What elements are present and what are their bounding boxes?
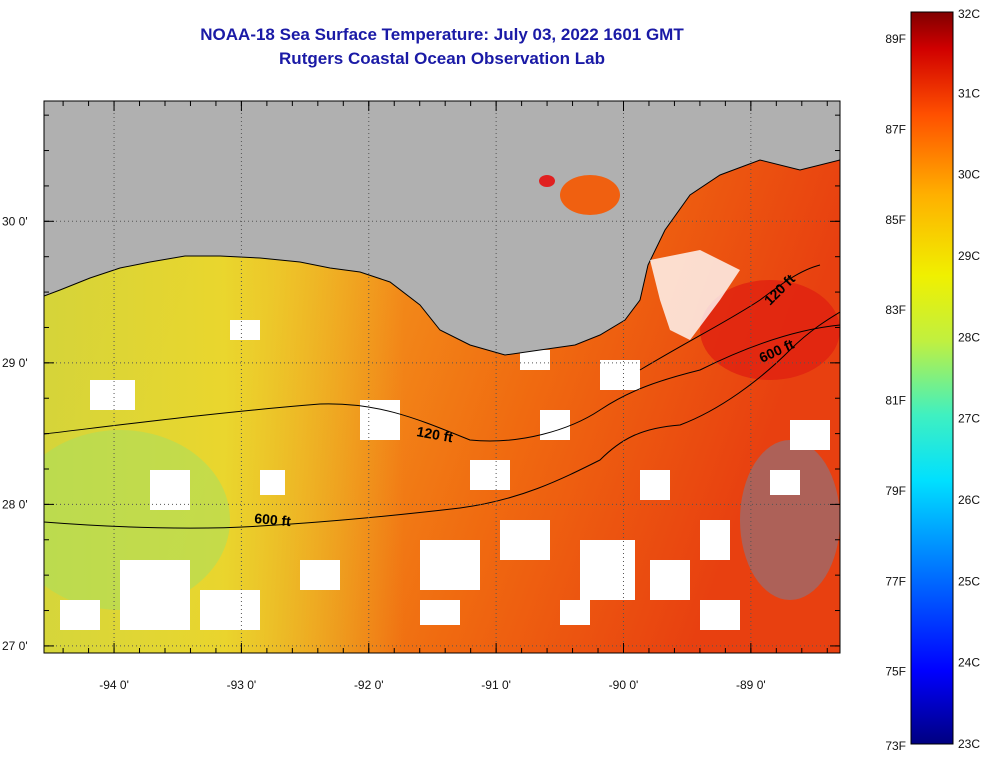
lon-tick-label: -94 0': [99, 678, 129, 692]
contour-label: 120 ft: [415, 423, 454, 445]
colorbar-celsius-label: 29C: [958, 249, 980, 263]
axis-labels: -94 0' -93 0' -92 0' -91 0' -90 0' -89 0' 30 0…: [2, 214, 766, 692]
colorbar-celsius-label: 26C: [958, 493, 980, 507]
sst-cool-patch-east: [740, 440, 840, 600]
lat-tick-label: 29 0': [2, 356, 28, 370]
lake-warm: [560, 175, 620, 215]
colorbar-celsius-label: 30C: [958, 168, 980, 182]
contour-line-120ft-south: [44, 324, 840, 442]
map-title: NOAA-18 Sea Surface Temperature: July 03…: [200, 25, 684, 44]
map-gridlines: [44, 101, 840, 653]
colorbar-fahrenheit-label: 85F: [885, 213, 906, 227]
colorbar-celsius-label: 32C: [958, 7, 980, 21]
lat-tick-label: 28 0': [2, 497, 28, 511]
colorbar-celsius-label: 31C: [958, 86, 980, 100]
colorbar: [910, 11, 954, 745]
map-subtitle: Rutgers Coastal Ocean Observation Lab: [279, 49, 605, 68]
lat-tick-label: 30 0': [2, 214, 28, 228]
lake-warm-small: [539, 175, 555, 187]
lon-tick-label: -93 0': [227, 678, 257, 692]
contour-label: 600 ft: [254, 510, 292, 529]
colorbar-fahrenheit-label: 75F: [885, 665, 906, 679]
colorbar-celsius-label: 27C: [958, 412, 980, 426]
lon-tick-label: -91 0': [481, 678, 511, 692]
axis-ticks: [44, 101, 840, 653]
delta-cloud: [650, 250, 740, 340]
sst-warm-patch: [700, 280, 840, 380]
colorbar-fahrenheit-label: 87F: [885, 122, 906, 136]
lon-tick-label: -90 0': [609, 678, 639, 692]
colorbar-fahrenheit-label: 89F: [885, 32, 906, 46]
contour-line-120ft-east: [639, 264, 821, 371]
colorbar-celsius-label: 23C: [958, 737, 980, 751]
coastline: [44, 159, 840, 356]
lon-tick-label: -92 0': [354, 678, 384, 692]
map-frame: [43, 100, 841, 654]
lon-tick-label: -89 0': [736, 678, 766, 692]
lat-tick-label: 27 0': [2, 639, 28, 653]
land-mass: [44, 101, 840, 355]
cloud-cover: [60, 320, 830, 630]
colorbar-celsius-label: 28C: [958, 330, 980, 344]
colorbar-fahrenheit-label: 79F: [885, 484, 906, 498]
colorbar-fahrenheit-label: 77F: [885, 574, 906, 588]
colorbar-celsius-label: 25C: [958, 574, 980, 588]
contour-line-600ft: [44, 311, 840, 529]
colorbar-celsius-label: 24C: [958, 656, 980, 670]
colorbar-fahrenheit-label: 83F: [885, 303, 906, 317]
colorbar-fahrenheit-label: 73F: [885, 739, 906, 753]
colorbar-labels: 32C 31C 30C 29C 28C 27C 26C 25C 24C 23C 89F 87F 85F 8…: [885, 7, 980, 753]
colorbar-fahrenheit-label: 81F: [885, 394, 906, 408]
